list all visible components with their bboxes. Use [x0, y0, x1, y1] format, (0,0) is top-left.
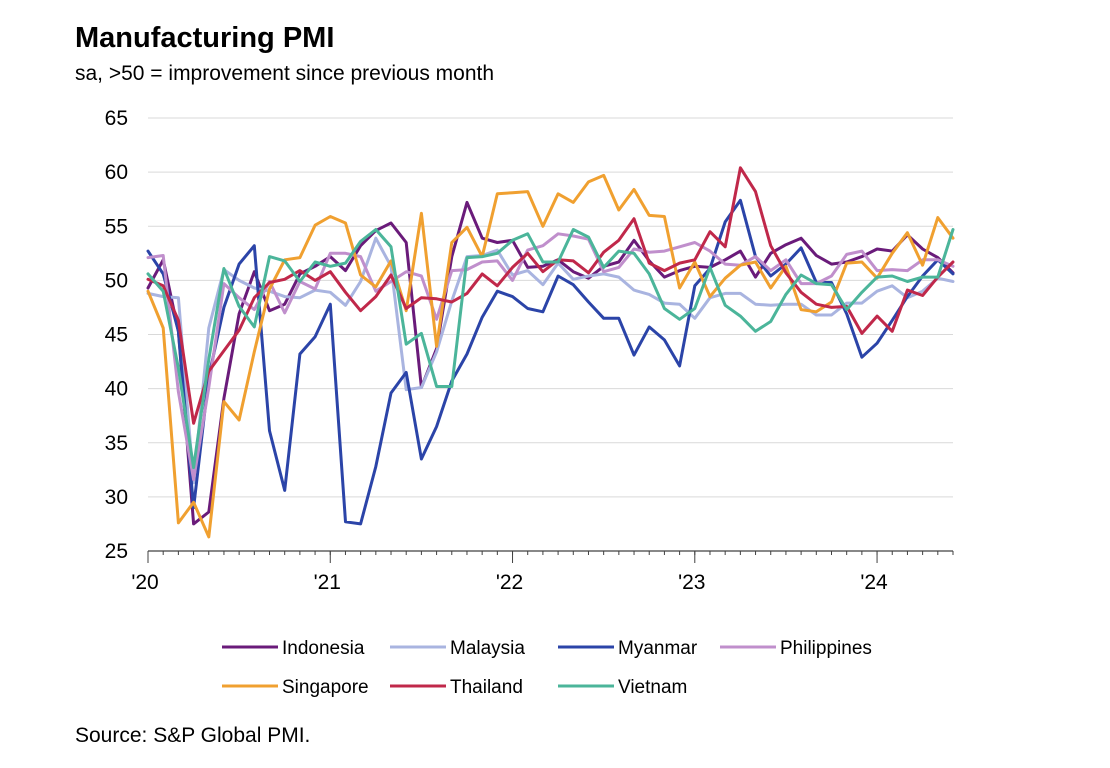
chart-subtitle: sa, >50 = improvement since previous mon…	[75, 62, 495, 85]
source-note: Source: S&P Global PMI.	[75, 724, 311, 747]
x-tick-label: '23	[678, 571, 705, 594]
y-tick-label: 65	[105, 107, 128, 130]
y-tick-label: 35	[105, 432, 128, 455]
series-line-singapore	[146, 173, 955, 539]
x-tick-label: '21	[314, 571, 341, 594]
legend-label-myanmar: Myanmar	[618, 638, 698, 659]
series-line-vietnam	[146, 228, 955, 470]
y-tick-label: 55	[105, 215, 128, 238]
chart-title: Manufacturing PMI	[75, 22, 335, 54]
y-tick-label: 30	[105, 486, 128, 509]
legend-label-thailand: Thailand	[450, 677, 523, 698]
y-tick-label: 45	[105, 324, 128, 347]
series-line-indonesia	[146, 200, 955, 526]
legend-label-indonesia: Indonesia	[282, 638, 365, 659]
y-tick-label: 25	[105, 540, 128, 563]
legend-label-vietnam: Vietnam	[618, 677, 687, 698]
y-tick-label: 60	[105, 161, 128, 184]
series-line-myanmar	[146, 198, 955, 526]
y-tick-label: 50	[105, 269, 128, 292]
x-tick-label: '22	[496, 571, 523, 594]
legend-label-singapore: Singapore	[282, 677, 369, 698]
y-tick-label: 40	[105, 378, 128, 401]
x-tick-label: '20	[131, 571, 158, 594]
legend-label-malaysia: Malaysia	[450, 638, 525, 659]
series-line-thailand	[146, 166, 955, 425]
x-tick-label: '24	[860, 571, 888, 594]
legend-label-philippines: Philippines	[780, 638, 872, 659]
series-line-malaysia	[146, 236, 955, 485]
